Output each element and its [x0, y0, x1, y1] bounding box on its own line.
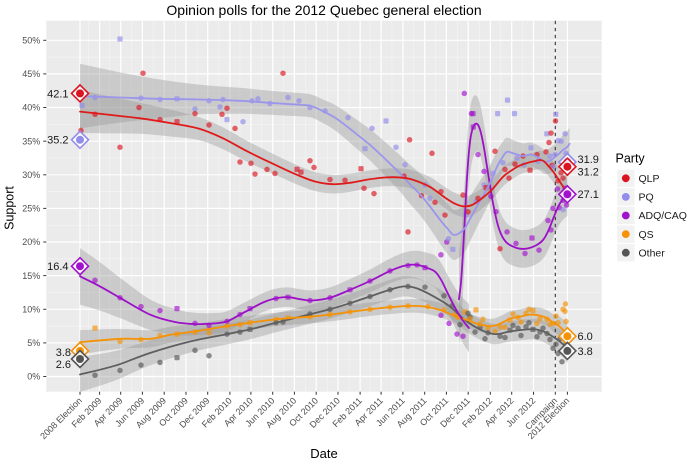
svg-text:QS: QS	[639, 229, 654, 241]
svg-text:3.8: 3.8	[578, 346, 593, 358]
svg-text:ADQ/CAQ: ADQ/CAQ	[639, 210, 687, 222]
svg-text:2.6: 2.6	[56, 359, 71, 371]
svg-text:31.2: 31.2	[578, 166, 599, 178]
svg-text:Party: Party	[616, 152, 646, 166]
svg-text:0%: 0%	[27, 372, 40, 382]
svg-text:5%: 5%	[27, 338, 40, 348]
svg-text:40%: 40%	[22, 103, 40, 113]
svg-text:25%: 25%	[22, 204, 40, 214]
svg-text:16.4: 16.4	[47, 261, 68, 273]
svg-text:10%: 10%	[22, 305, 40, 315]
svg-text:35.2: 35.2	[47, 135, 68, 147]
svg-text:50%: 50%	[22, 36, 40, 46]
svg-text:20%: 20%	[22, 237, 40, 247]
svg-text:QLP: QLP	[639, 173, 660, 185]
svg-text:31.9: 31.9	[578, 154, 599, 166]
svg-text:PQ: PQ	[639, 192, 654, 204]
svg-text:35%: 35%	[22, 136, 40, 146]
svg-text:27.1: 27.1	[578, 189, 599, 201]
svg-text:30%: 30%	[22, 170, 40, 180]
svg-text:Date: Date	[310, 446, 337, 461]
svg-text:Other: Other	[639, 247, 666, 259]
svg-text:42.1: 42.1	[47, 88, 68, 100]
svg-text:3.8: 3.8	[56, 347, 71, 359]
svg-text:Opinion polls for the 2012 Que: Opinion polls for the 2012 Quebec genera…	[166, 2, 481, 18]
svg-text:45%: 45%	[22, 69, 40, 79]
svg-text:Support: Support	[3, 186, 17, 230]
svg-text:15%: 15%	[22, 271, 40, 281]
svg-text:6.0: 6.0	[578, 331, 593, 343]
